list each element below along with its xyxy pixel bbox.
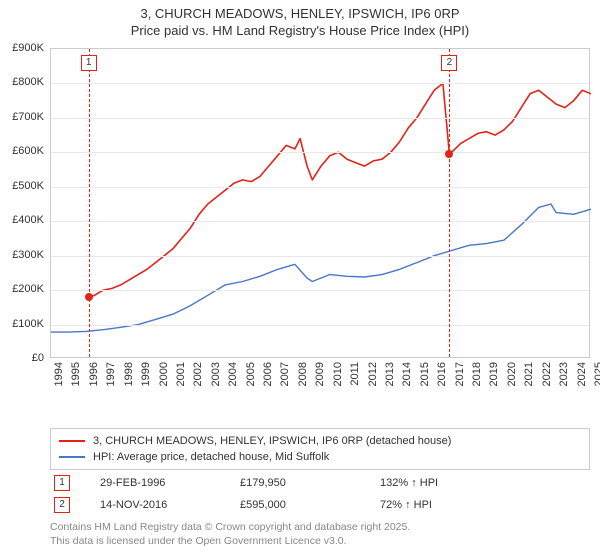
x-tick-label: 2007 bbox=[279, 362, 291, 386]
chart-area: 12 £0£100K£200K£300K£400K£500K£600K£700K… bbox=[50, 48, 590, 388]
x-tick-label: 2013 bbox=[384, 362, 396, 386]
chart-subtitle: Price paid vs. HM Land Registry's House … bbox=[0, 21, 600, 42]
gridline bbox=[51, 187, 589, 188]
legend-swatch bbox=[59, 456, 85, 458]
x-tick-label: 2006 bbox=[262, 362, 274, 386]
plot-region: 12 bbox=[50, 48, 590, 358]
marker-badge: 1 bbox=[81, 55, 97, 71]
legend-label: 3, CHURCH MEADOWS, HENLEY, IPSWICH, IP6 … bbox=[93, 435, 451, 447]
x-tick-label: 2016 bbox=[436, 362, 448, 386]
marker-row-date: 29-FEB-1996 bbox=[100, 477, 240, 489]
x-tick-label: 1997 bbox=[105, 362, 117, 386]
x-tick-label: 2009 bbox=[314, 362, 326, 386]
marker-badge: 2 bbox=[441, 55, 457, 71]
footer-line1: Contains HM Land Registry data © Crown c… bbox=[50, 520, 410, 534]
line-layer bbox=[51, 49, 591, 359]
legend-item: HPI: Average price, detached house, Mid … bbox=[59, 449, 581, 465]
gridline bbox=[51, 83, 589, 84]
x-tick-label: 2002 bbox=[192, 362, 204, 386]
x-tick-label: 2023 bbox=[558, 362, 570, 386]
x-tick-label: 2025 bbox=[593, 362, 600, 386]
x-tick-label: 1998 bbox=[123, 362, 135, 386]
marker-row-badge: 2 bbox=[54, 497, 70, 513]
x-tick-label: 2000 bbox=[158, 362, 170, 386]
x-tick-label: 2014 bbox=[401, 362, 413, 386]
marker-dot bbox=[85, 293, 93, 301]
footer-line2: This data is licensed under the Open Gov… bbox=[50, 534, 410, 548]
gridline bbox=[51, 118, 589, 119]
y-tick-label: £400K bbox=[0, 214, 44, 226]
x-tick-label: 2004 bbox=[227, 362, 239, 386]
x-tick-label: 2011 bbox=[349, 362, 361, 386]
x-tick-label: 2017 bbox=[454, 362, 466, 386]
series-line bbox=[51, 204, 591, 332]
marker-row-price: £595,000 bbox=[240, 499, 380, 511]
x-tick-label: 2001 bbox=[175, 362, 187, 386]
gridline bbox=[51, 325, 589, 326]
y-tick-label: £900K bbox=[0, 42, 44, 54]
marker-dot bbox=[445, 150, 453, 158]
chart-title: 3, CHURCH MEADOWS, HENLEY, IPSWICH, IP6 … bbox=[0, 0, 600, 21]
footer-attribution: Contains HM Land Registry data © Crown c… bbox=[50, 520, 410, 548]
x-tick-label: 1994 bbox=[53, 362, 65, 386]
y-tick-label: £800K bbox=[0, 76, 44, 88]
y-tick-label: £200K bbox=[0, 283, 44, 295]
marker-row-date: 14-NOV-2016 bbox=[100, 499, 240, 511]
marker-line bbox=[89, 49, 90, 357]
legend-item: 3, CHURCH MEADOWS, HENLEY, IPSWICH, IP6 … bbox=[59, 433, 581, 449]
marker-row: 1 29-FEB-1996£179,950132% ↑ HPI bbox=[50, 472, 590, 494]
y-tick-label: £100K bbox=[0, 318, 44, 330]
y-tick-label: £600K bbox=[0, 145, 44, 157]
x-tick-label: 2015 bbox=[419, 362, 431, 386]
y-tick-label: £300K bbox=[0, 249, 44, 261]
gridline bbox=[51, 152, 589, 153]
x-tick-label: 1995 bbox=[70, 362, 82, 386]
legend-label: HPI: Average price, detached house, Mid … bbox=[93, 451, 329, 463]
x-tick-label: 2012 bbox=[367, 362, 379, 386]
legend: 3, CHURCH MEADOWS, HENLEY, IPSWICH, IP6 … bbox=[50, 428, 590, 470]
x-tick-label: 1996 bbox=[88, 362, 100, 386]
y-tick-label: £500K bbox=[0, 180, 44, 192]
marker-row-hpi: 72% ↑ HPI bbox=[380, 499, 520, 511]
marker-line bbox=[449, 49, 450, 357]
x-tick-label: 2020 bbox=[506, 362, 518, 386]
marker-table: 1 29-FEB-1996£179,950132% ↑ HPI 2 14-NOV-20… bbox=[50, 472, 590, 516]
legend-swatch bbox=[59, 440, 85, 442]
x-tick-label: 2019 bbox=[488, 362, 500, 386]
x-tick-label: 2010 bbox=[332, 362, 344, 386]
x-tick-label: 2022 bbox=[541, 362, 553, 386]
marker-row: 2 14-NOV-2016£595,00072% ↑ HPI bbox=[50, 494, 590, 516]
x-tick-label: 2018 bbox=[471, 362, 483, 386]
marker-row-hpi: 132% ↑ HPI bbox=[380, 477, 520, 489]
marker-row-badge: 1 bbox=[54, 475, 70, 491]
x-tick-label: 2024 bbox=[576, 362, 588, 386]
x-tick-label: 2003 bbox=[210, 362, 222, 386]
y-tick-label: £0 bbox=[0, 352, 44, 364]
gridline bbox=[51, 256, 589, 257]
x-tick-label: 1999 bbox=[140, 362, 152, 386]
gridline bbox=[51, 221, 589, 222]
gridline bbox=[51, 290, 589, 291]
x-tick-label: 2005 bbox=[245, 362, 257, 386]
x-tick-label: 2008 bbox=[297, 362, 309, 386]
marker-row-price: £179,950 bbox=[240, 477, 380, 489]
y-tick-label: £700K bbox=[0, 111, 44, 123]
x-tick-label: 2021 bbox=[523, 362, 535, 386]
series-line bbox=[89, 83, 591, 297]
